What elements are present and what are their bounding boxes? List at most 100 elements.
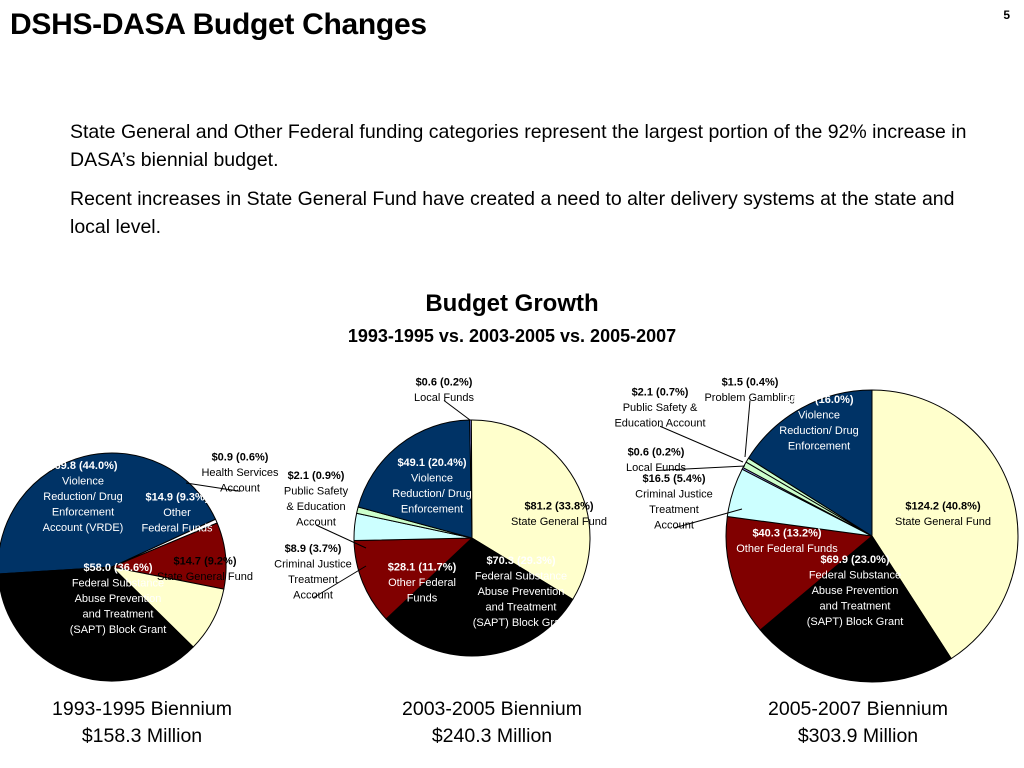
pie-slice-violence-reduction [747,389,873,537]
pie-slice-other-federal [353,537,473,620]
slice-category-label: Health Services [201,467,279,479]
slice-category-label: Account (VRDE) [43,522,124,534]
slice-category-label: Problem Gambling [704,392,795,404]
pie-slice-state-general [871,389,1019,660]
slice-label: $40.3 (13.2%) Other Federal Funds [736,527,838,555]
page-number: 5 [1003,8,1010,22]
chart-subtitle: 1993-1995 vs. 2003-2005 vs. 2005-2007 [347,326,677,346]
caption-total: $158.3 Million [81,725,203,747]
leader-line [185,482,241,492]
caption-period: 2005-2007 Biennium [768,698,948,720]
pie-slice-federal-sapt [759,535,952,683]
slice-value-label: $28.1 (11.7%) [388,562,457,574]
slice-value-label: $2.1 (0.9%) [288,470,345,482]
caption-total: $240.3 Million [431,725,553,747]
slice-category-label: Other Federal Funds [736,543,838,555]
slice-category-label: Federal Substance [809,570,901,582]
slice-category-label: Reduction/ Drug [43,491,123,503]
pie-chart: $0.6 (0.2%) Local Funds $81.2 (33.8%) State… [274,376,607,657]
slice-label: $1.5 (0.4%) Problem Gambling [704,376,795,404]
slice-category-label: Public Safety [284,485,349,497]
slice-value-label: $40.3 (13.2%) [752,527,821,539]
slice-value-label: $48.8 (16.0%) [784,394,853,406]
slice-value-label: $2.1 (0.7%) [632,387,689,399]
slice-category-label: Account [293,589,333,601]
slice-label: $49.1 (20.4%) Violence Reduction/ Drug Enfo… [392,457,472,516]
pie-chart: $69.8 (44.0%) Violence Reduction/ Drug Enfo… [0,452,279,682]
slice-category-label: Treatment [649,504,699,516]
pie-caption-2005: 2005-2007 Biennium $303.9 Million [728,696,988,750]
slice-label: $0.9 (0.6%) Health Services Account [201,452,279,495]
slice-category-label: Violence [798,409,840,421]
caption-period: 1993-1995 Biennium [52,698,232,720]
pie-caption-1993: 1993-1995 Biennium $158.3 Million [12,696,272,750]
slice-label: $124.2 (40.8%) State General Fund [895,500,991,528]
slice-category-label: Public Safety & [623,402,698,414]
leader-line [312,565,367,599]
intro-paragraph: Recent increases in State General Fund h… [70,188,955,238]
intro-paragraph: State General and Other Federal funding … [70,121,967,171]
slice-label: $69.9 (23.0%) Federal Substance Abuse Prev… [807,554,904,628]
leader-line [443,400,471,421]
slice-category-label: Treatment [288,574,338,586]
slice-category-label: Criminal Justice [274,558,352,570]
slice-value-label: $81.2 (33.8%) [524,500,593,512]
slice-category-label: Local Funds [626,462,686,474]
slice-value-label: $14.9 (9.3%) [146,492,209,504]
slice-category-label: Reduction/ Drug [779,425,859,437]
slice-category-label: Other Federal [388,577,456,589]
pie-slice-federal-sapt [0,566,194,682]
slice-label: $81.2 (33.8%) State General Fund [511,500,607,528]
slice-label: $0.6 (0.2%) Local Funds [414,376,474,404]
slice-category-label: Enforcement [52,507,114,519]
leader-line [744,400,751,458]
slice-value-label: $58.0 (36.6%) [83,562,152,574]
slice-category-label: Abuse Prevention [478,586,565,598]
slice-category-label: State General Fund [895,516,991,528]
caption-period: 2003-2005 Biennium [402,698,582,720]
slice-label: $2.1 (0.7%) Public Safety & Education Acco… [614,387,705,430]
slice-value-label: $0.6 (0.2%) [416,376,473,388]
slice-value-label: $0.9 (0.6%) [212,452,269,464]
slice-category-label: Account [654,519,694,531]
slice-value-label: $124.2 (40.8%) [905,500,981,512]
pie-slice-state-general [470,419,591,600]
slice-category-label: Other [163,507,191,519]
slice-value-label: $69.8 (44.0%) [48,460,117,472]
slice-label: $2.1 (0.9%) Public Safety & Education Accou… [284,470,349,529]
slice-value-label: $1.5 (0.4%) [722,376,779,388]
slice-value-label: $49.1 (20.4%) [397,457,466,469]
slice-label: $70.3 (29.3%) Federal Substance Abuse Prev… [473,555,570,629]
slice-label: $0.6 (0.2%) Local Funds [626,446,686,474]
slice-value-label: $0.6 (0.2%) [628,446,685,458]
slice-label: $69.8 (44.0%) Violence Reduction/ Drug Enfo… [43,460,124,534]
pie-slice-violence-reduction [357,419,473,539]
slice-category-label: and Treatment [83,609,154,621]
pie-slice-other-federal [725,516,873,631]
leader-line [673,508,743,529]
slice-label: $58.0 (36.6%) Federal Substance Abuse Prev… [70,562,167,636]
slice-category-label: Abuse Prevention [75,593,162,605]
slice-category-label: Account [220,483,260,495]
slice-category-label: (SAPT) Block Grant [473,617,570,629]
slice-label: $8.9 (3.7%) Criminal Justice Treatment Acco… [274,543,352,602]
slice-category-label: Criminal Justice [635,488,713,500]
slice-value-label: $14.7 (9.2%) [174,555,237,567]
slice-category-label: Federal Substance [72,578,164,590]
slice-category-label: Account [296,516,336,528]
slice-category-label: Enforcement [401,503,463,515]
slice-category-label: Federal Substance [475,571,567,583]
slice-label: $48.8 (16.0%) Violence Reduction/ Drug Enfo… [779,394,859,453]
slice-value-label: $69.9 (23.0%) [820,554,889,566]
slide-title: DSHS-DASA Budget Changes [10,8,427,41]
leader-line [315,524,367,549]
slice-category-label: (SAPT) Block Grant [807,616,904,628]
slice-label: $14.7 (9.2%) State General Fund [157,555,253,583]
chart-title: Budget Growth [425,290,599,317]
slice-value-label: $70.3 (29.3%) [486,555,555,567]
pie-chart: $124.2 (40.8%) State General Fund $69.9 (2… [614,376,1019,683]
slice-category-label: Enforcement [788,440,850,452]
slice-category-label: State General Fund [157,571,253,583]
caption-total: $303.9 Million [797,725,919,747]
